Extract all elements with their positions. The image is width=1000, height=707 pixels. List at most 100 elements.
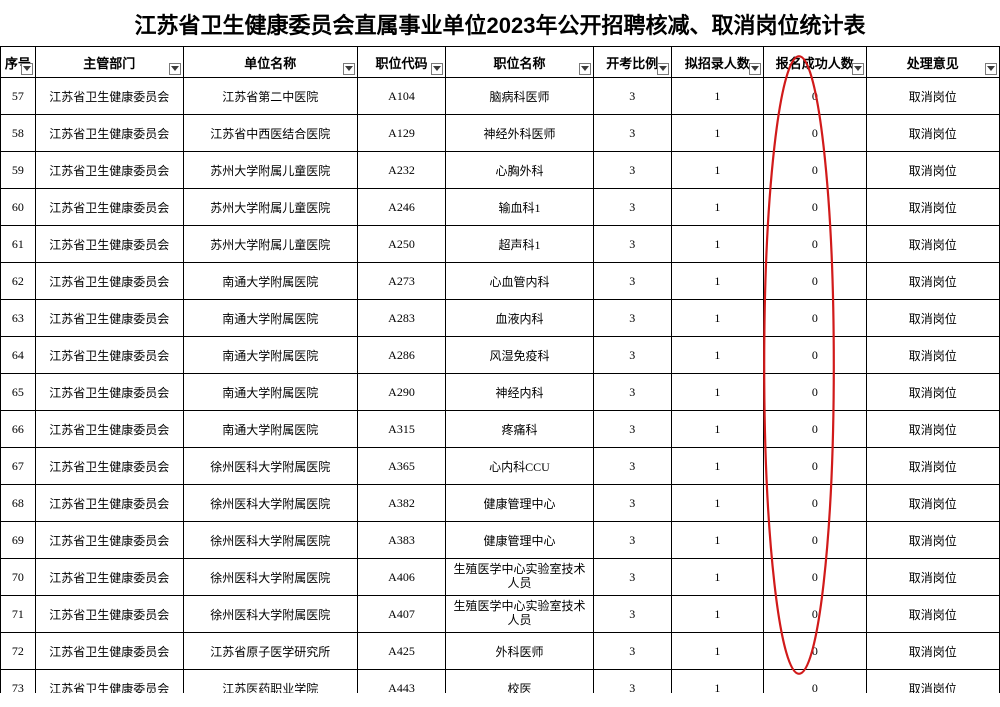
cell-op[interactable]: 取消岗位: [866, 448, 999, 485]
cell-ratio[interactable]: 3: [593, 448, 671, 485]
cell-pos[interactable]: 健康管理中心: [446, 522, 594, 559]
filter-dropdown-icon[interactable]: [852, 63, 864, 75]
cell-code[interactable]: A232: [357, 152, 445, 189]
cell-ratio[interactable]: 3: [593, 78, 671, 115]
cell-unit[interactable]: 苏州大学附属儿童医院: [183, 226, 357, 263]
cell-dept[interactable]: 江苏省卫生健康委员会: [35, 300, 183, 337]
cell-dept[interactable]: 江苏省卫生健康委员会: [35, 226, 183, 263]
cell-seq[interactable]: 59: [1, 152, 36, 189]
col-header-unit[interactable]: 单位名称: [183, 47, 357, 78]
cell-dept[interactable]: 江苏省卫生健康委员会: [35, 411, 183, 448]
filter-dropdown-icon[interactable]: [343, 63, 355, 75]
cell-code[interactable]: A406: [357, 559, 445, 596]
cell-code[interactable]: A365: [357, 448, 445, 485]
cell-dept[interactable]: 江苏省卫生健康委员会: [35, 522, 183, 559]
cell-ratio[interactable]: 3: [593, 337, 671, 374]
cell-succ[interactable]: 0: [764, 559, 867, 596]
cell-ratio[interactable]: 3: [593, 300, 671, 337]
col-header-dept[interactable]: 主管部门: [35, 47, 183, 78]
cell-unit[interactable]: 徐州医科大学附属医院: [183, 485, 357, 522]
cell-pos[interactable]: 疼痛科: [446, 411, 594, 448]
table-row[interactable]: 71江苏省卫生健康委员会徐州医科大学附属医院A407生殖医学中心实验室技术人员3…: [1, 596, 1000, 633]
cell-plan[interactable]: 1: [671, 226, 763, 263]
cell-seq[interactable]: 62: [1, 263, 36, 300]
table-row[interactable]: 70江苏省卫生健康委员会徐州医科大学附属医院A406生殖医学中心实验室技术人员3…: [1, 559, 1000, 596]
cell-unit[interactable]: 江苏省原子医学研究所: [183, 633, 357, 670]
cell-ratio[interactable]: 3: [593, 596, 671, 633]
cell-op[interactable]: 取消岗位: [866, 559, 999, 596]
filter-dropdown-icon[interactable]: [749, 63, 761, 75]
col-header-plan[interactable]: 拟招录人数: [671, 47, 763, 78]
cell-op[interactable]: 取消岗位: [866, 411, 999, 448]
cell-op[interactable]: 取消岗位: [866, 263, 999, 300]
cell-seq[interactable]: 66: [1, 411, 36, 448]
cell-pos[interactable]: 输血科1: [446, 189, 594, 226]
cell-unit[interactable]: 徐州医科大学附属医院: [183, 448, 357, 485]
filter-dropdown-icon[interactable]: [985, 63, 997, 75]
cell-dept[interactable]: 江苏省卫生健康委员会: [35, 115, 183, 152]
cell-seq[interactable]: 58: [1, 115, 36, 152]
cell-succ[interactable]: 0: [764, 115, 867, 152]
table-row[interactable]: 68江苏省卫生健康委员会徐州医科大学附属医院A382健康管理中心310取消岗位: [1, 485, 1000, 522]
cell-op[interactable]: 取消岗位: [866, 522, 999, 559]
cell-seq[interactable]: 71: [1, 596, 36, 633]
table-row[interactable]: 67江苏省卫生健康委员会徐州医科大学附属医院A365心内科CCU310取消岗位: [1, 448, 1000, 485]
cell-ratio[interactable]: 3: [593, 189, 671, 226]
cell-seq[interactable]: 72: [1, 633, 36, 670]
cell-dept[interactable]: 江苏省卫生健康委员会: [35, 559, 183, 596]
cell-plan[interactable]: 1: [671, 633, 763, 670]
cell-op[interactable]: 取消岗位: [866, 152, 999, 189]
cell-pos[interactable]: 生殖医学中心实验室技术人员: [446, 596, 594, 633]
cell-pos[interactable]: 心胸外科: [446, 152, 594, 189]
cell-code[interactable]: A283: [357, 300, 445, 337]
cell-pos[interactable]: 风湿免疫科: [446, 337, 594, 374]
cell-seq[interactable]: 61: [1, 226, 36, 263]
cell-plan[interactable]: 1: [671, 596, 763, 633]
cell-succ[interactable]: 0: [764, 411, 867, 448]
cell-seq[interactable]: 60: [1, 189, 36, 226]
cell-succ[interactable]: 0: [764, 78, 867, 115]
cell-seq[interactable]: 63: [1, 300, 36, 337]
filter-dropdown-icon[interactable]: [579, 63, 591, 75]
cell-ratio[interactable]: 3: [593, 115, 671, 152]
cell-unit[interactable]: 徐州医科大学附属医院: [183, 559, 357, 596]
cell-dept[interactable]: 江苏省卫生健康委员会: [35, 263, 183, 300]
cell-plan[interactable]: 1: [671, 189, 763, 226]
cell-op[interactable]: 取消岗位: [866, 300, 999, 337]
cell-dept[interactable]: 江苏省卫生健康委员会: [35, 633, 183, 670]
cell-succ[interactable]: 0: [764, 374, 867, 411]
cell-pos[interactable]: 神经外科医师: [446, 115, 594, 152]
cell-seq[interactable]: 68: [1, 485, 36, 522]
cell-ratio[interactable]: 3: [593, 263, 671, 300]
cell-seq[interactable]: 57: [1, 78, 36, 115]
cell-succ[interactable]: 0: [764, 189, 867, 226]
cell-unit[interactable]: 徐州医科大学附属医院: [183, 596, 357, 633]
cell-ratio[interactable]: 3: [593, 226, 671, 263]
cell-pos[interactable]: 心血管内科: [446, 263, 594, 300]
cell-unit[interactable]: 苏州大学附属儿童医院: [183, 152, 357, 189]
cell-unit[interactable]: 苏州大学附属儿童医院: [183, 189, 357, 226]
cell-plan[interactable]: 1: [671, 263, 763, 300]
cell-pos[interactable]: 心内科CCU: [446, 448, 594, 485]
cell-ratio[interactable]: 3: [593, 485, 671, 522]
cell-seq[interactable]: 64: [1, 337, 36, 374]
col-header-seq[interactable]: 序号: [1, 47, 36, 78]
cell-code[interactable]: A129: [357, 115, 445, 152]
cell-pos[interactable]: 超声科1: [446, 226, 594, 263]
table-row[interactable]: 62江苏省卫生健康委员会南通大学附属医院A273心血管内科310取消岗位: [1, 263, 1000, 300]
cell-dept[interactable]: 江苏省卫生健康委员会: [35, 189, 183, 226]
cell-code[interactable]: A382: [357, 485, 445, 522]
cell-unit[interactable]: 南通大学附属医院: [183, 263, 357, 300]
cell-plan[interactable]: 1: [671, 374, 763, 411]
col-header-pos[interactable]: 职位名称: [446, 47, 594, 78]
cell-succ[interactable]: 0: [764, 448, 867, 485]
cell-succ[interactable]: 0: [764, 152, 867, 189]
cell-code[interactable]: A104: [357, 78, 445, 115]
table-row[interactable]: 64江苏省卫生健康委员会南通大学附属医院A286风湿免疫科310取消岗位: [1, 337, 1000, 374]
filter-dropdown-icon[interactable]: [431, 63, 443, 75]
col-header-code[interactable]: 职位代码: [357, 47, 445, 78]
cell-succ[interactable]: 0: [764, 300, 867, 337]
cell-dept[interactable]: 江苏省卫生健康委员会: [35, 152, 183, 189]
cell-pos[interactable]: 健康管理中心: [446, 485, 594, 522]
cell-unit[interactable]: 南通大学附属医院: [183, 411, 357, 448]
